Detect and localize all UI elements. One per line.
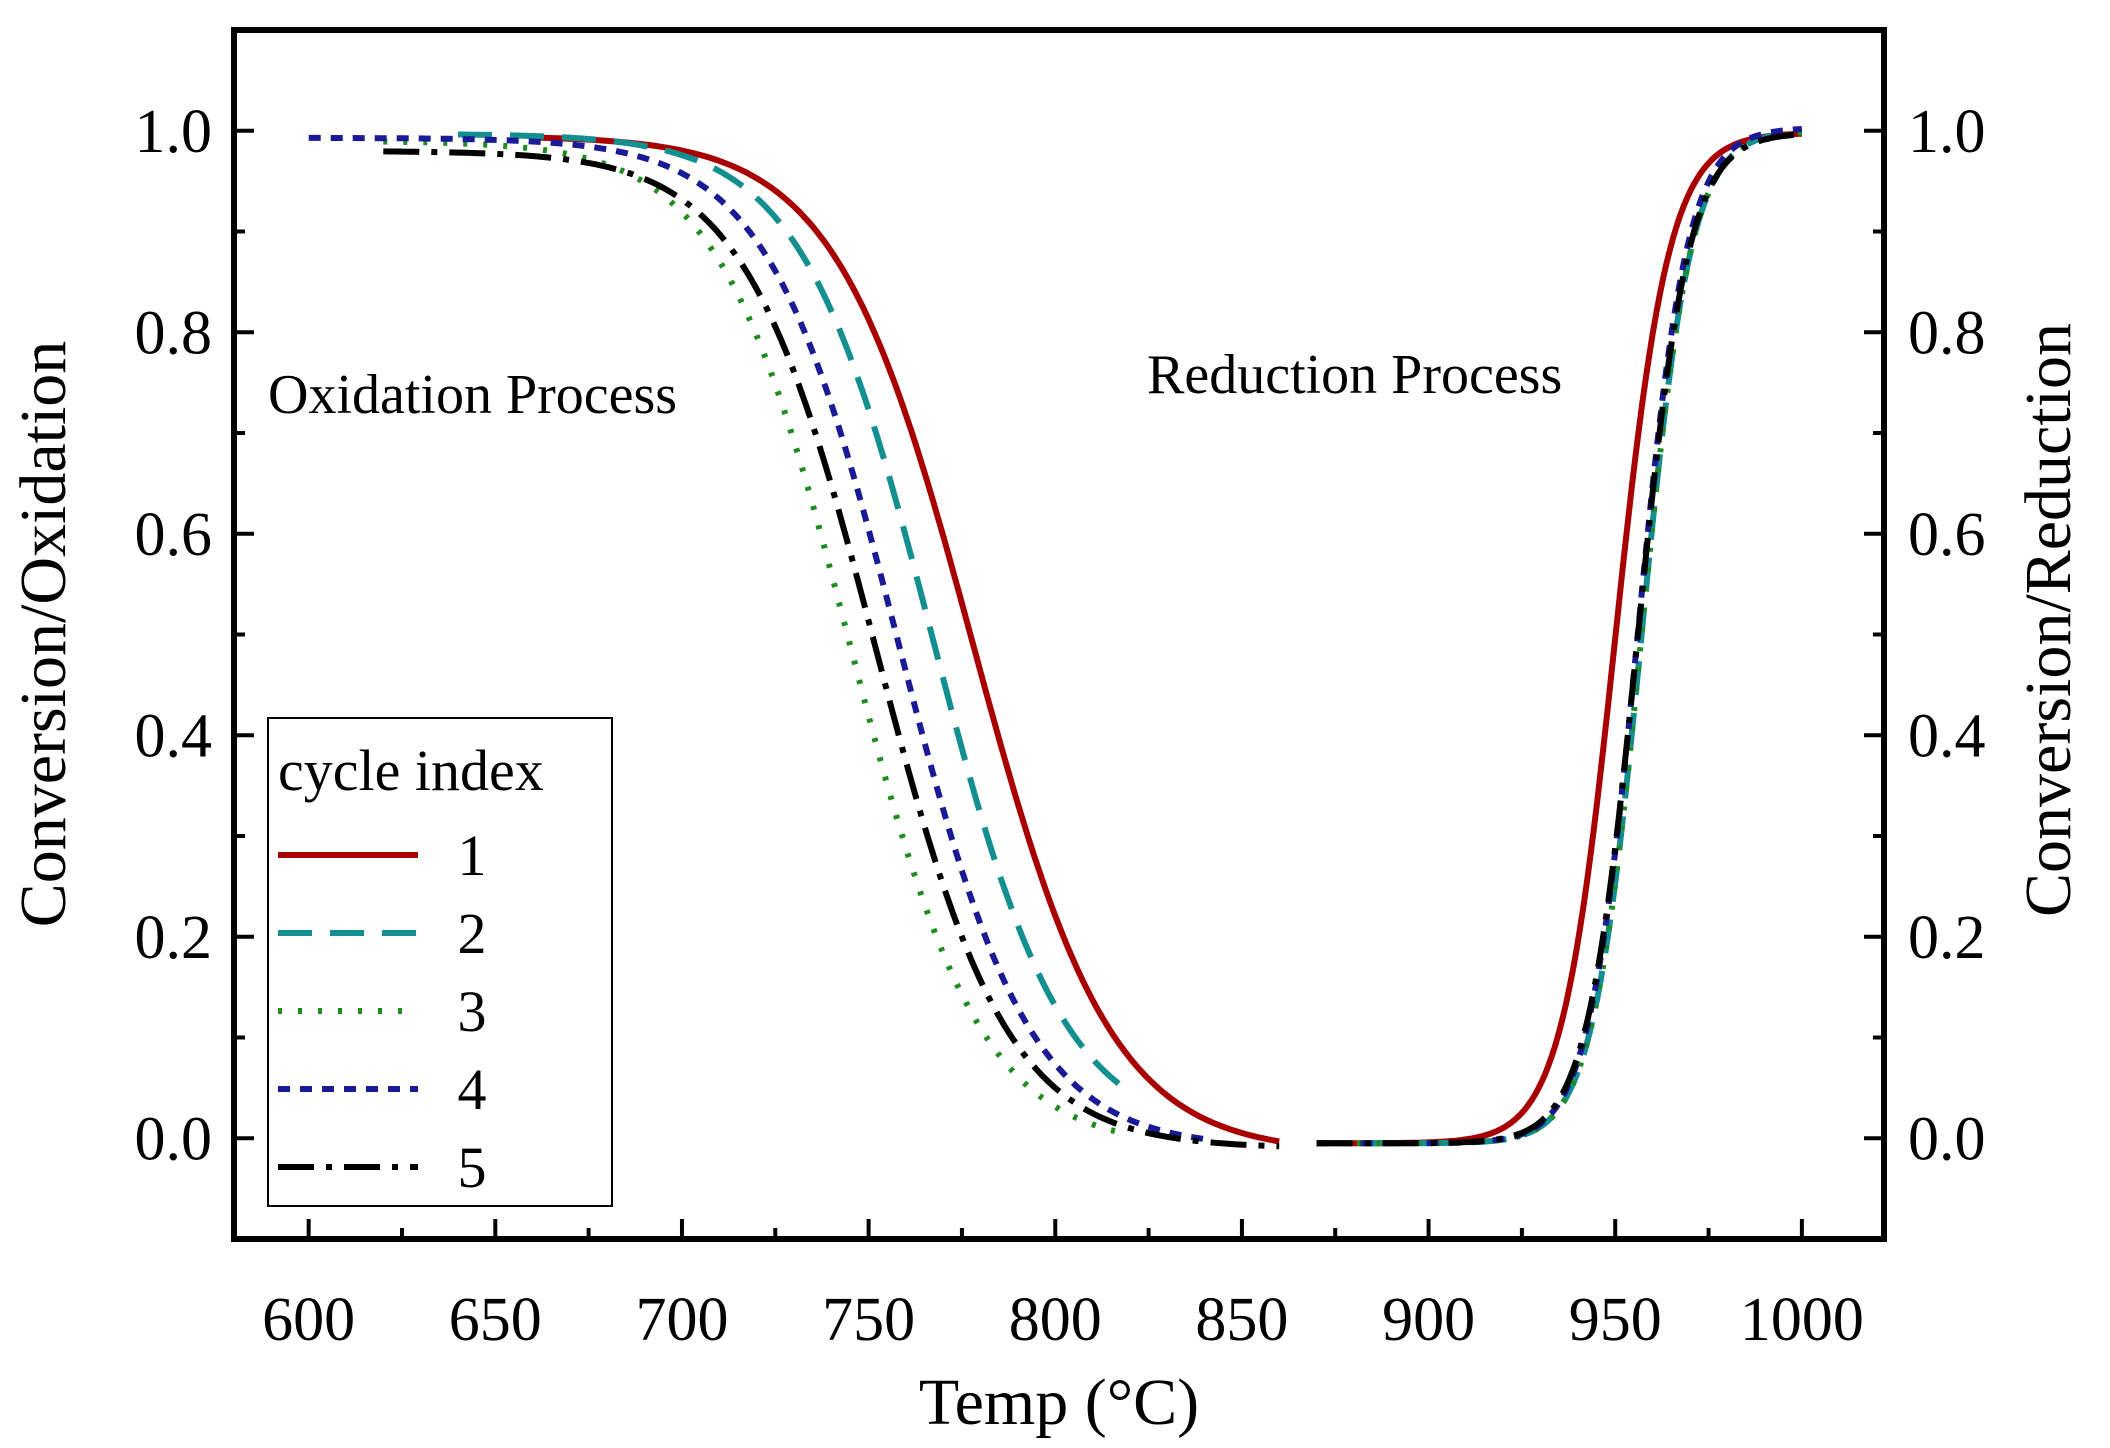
annotation-oxidation: Oxidation Process	[268, 364, 677, 426]
x-tick-label: 750	[822, 1286, 915, 1354]
series-1-reduction-line	[1316, 130, 1803, 1147]
x-tick-label: 950	[1569, 1286, 1662, 1354]
x-tick-label: 650	[449, 1286, 542, 1354]
x-tick-label: 850	[1195, 1286, 1288, 1354]
annotation-reduction: Reduction Process	[1147, 344, 1562, 406]
y-tick-label-right: 0.8	[1908, 299, 1986, 367]
x-tick-label: 900	[1382, 1286, 1475, 1354]
y-tick-label-left: 0.4	[135, 702, 213, 770]
series-4-reduction-line	[1316, 126, 1803, 1147]
y-tick-label-left: 1.0	[135, 98, 213, 166]
y-axis-ticks: 0.0 0.0 0.2 0.2 0.4 0.4 0.6 0.6 0.8 0.8 1.0 1.0	[135, 98, 1986, 1174]
y-axis-title-left: Conversion/Oxidation	[7, 341, 80, 928]
legend-box	[267, 717, 613, 1207]
y-tick-label-right: 0.4	[1908, 702, 1986, 770]
x-tick-label: 1000	[1740, 1286, 1864, 1354]
legend-label-3: 3	[458, 979, 487, 1044]
series-layer	[308, 126, 1803, 1150]
y-tick-label-right: 1.0	[1908, 98, 1986, 166]
y-tick-label-right: 0.6	[1908, 501, 1986, 569]
x-tick-label: 800	[1009, 1286, 1102, 1354]
series-2-reduction-line	[1316, 129, 1803, 1147]
legend-label-1: 1	[458, 823, 487, 888]
x-axis-ticks: 600 650 700 750 800 850 900 950 1000	[262, 1219, 1864, 1354]
y-tick-label-left: 0.6	[135, 501, 213, 569]
y-tick-label-left: 0.0	[135, 1105, 213, 1173]
series-3-reduction-line	[1316, 129, 1803, 1147]
y-tick-label-right: 0.0	[1908, 1105, 1986, 1173]
legend-title: cycle index	[278, 738, 544, 803]
series-5-oxidation-line	[383, 148, 1280, 1150]
series-2-oxidation-line	[458, 131, 1121, 1087]
x-tick-label: 600	[262, 1286, 355, 1354]
series-1-oxidation-line	[532, 134, 1280, 1145]
legend-items: 1 2 3 4 5	[278, 823, 487, 1200]
x-tick-label: 700	[635, 1286, 728, 1354]
y-axis-title-right: Conversion/Reduction	[2012, 323, 2085, 917]
series-5-reduction-line	[1316, 131, 1803, 1147]
legend: cycle index 1 2 3 4 5	[267, 717, 613, 1207]
y-tick-label-left: 0.8	[135, 299, 213, 367]
y-tick-label-right: 0.2	[1908, 904, 1986, 972]
legend-label-4: 4	[458, 1057, 487, 1122]
legend-label-5: 5	[458, 1135, 487, 1200]
y-tick-label-left: 0.2	[135, 904, 213, 972]
series-3-oxidation-line	[383, 138, 1120, 1136]
legend-label-2: 2	[458, 901, 487, 966]
x-axis-title: Temp (°C)	[919, 1366, 1199, 1439]
